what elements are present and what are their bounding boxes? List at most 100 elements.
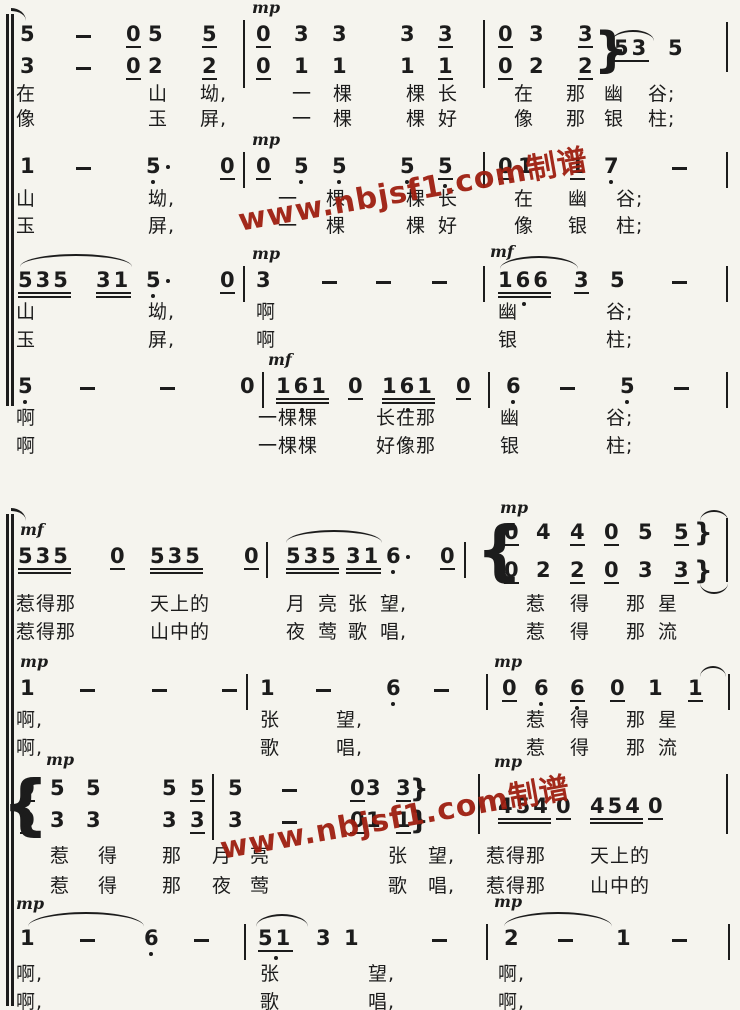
- dash-note: [672, 281, 687, 284]
- note-token: 0: [504, 558, 519, 584]
- dash-note: [160, 387, 175, 390]
- lyric-text: 银: [604, 108, 625, 130]
- note-token: 0: [220, 268, 235, 294]
- lyric-text: 莺: [318, 621, 339, 643]
- lyric-text: 那: [626, 737, 647, 759]
- lyric-text: 银: [500, 435, 521, 457]
- slur-tie: [28, 912, 144, 928]
- note-token: 535: [18, 546, 71, 574]
- lyric-text: 一棵棵: [258, 435, 319, 457]
- lyric-text: 得: [98, 845, 119, 867]
- lyric-text: 惹得那: [16, 593, 77, 615]
- note-token: 5: [294, 156, 309, 184]
- lyric-text: 啊,: [16, 991, 44, 1010]
- lyric-text: 唱,: [428, 875, 456, 897]
- note-token: 1: [616, 926, 631, 950]
- lyric-text: 柱;: [616, 215, 644, 237]
- lyric-text: 在: [514, 83, 535, 105]
- note-token: 1: [20, 926, 35, 950]
- dynamic-mark: mp: [494, 652, 523, 671]
- dynamic-mark: mp: [494, 752, 523, 771]
- dash-note: [80, 689, 95, 692]
- lyric-text: 屏,: [148, 215, 176, 237]
- note-token: 3: [674, 558, 689, 584]
- lyric-text: 像: [514, 215, 535, 237]
- lyric-text: 惹: [526, 593, 547, 615]
- note-token: 2: [570, 558, 585, 584]
- lyric-text: 棵: [406, 215, 427, 237]
- lyric-text: 啊,: [498, 991, 526, 1010]
- note-token: 3: [578, 22, 593, 48]
- barline: [728, 674, 730, 710]
- note-token: 51: [258, 928, 294, 960]
- note-token: 0: [240, 374, 255, 398]
- dash-note: [194, 939, 209, 942]
- note-token: 454: [590, 796, 643, 824]
- lyric-text: 谷;: [606, 301, 634, 323]
- dash-note: [674, 387, 689, 390]
- lyric-text: 得: [98, 875, 119, 897]
- note-token: 3: [20, 54, 35, 78]
- lyric-text: 山: [16, 301, 37, 323]
- note-token: 3: [438, 22, 453, 48]
- lyric-text: 得: [570, 593, 591, 615]
- lyric-text: 玉: [16, 215, 37, 237]
- note-token: 5: [86, 776, 101, 800]
- note-token: 0: [256, 54, 271, 80]
- lyric-text: 星: [658, 593, 679, 615]
- lyric-text: 张: [260, 963, 281, 985]
- lyric-text: 好: [438, 215, 459, 237]
- lyric-text: 在: [514, 188, 535, 210]
- barline: [243, 266, 245, 302]
- lyric-text: 夜: [286, 621, 307, 643]
- barline: [483, 266, 485, 302]
- barline: [483, 52, 485, 88]
- lyric-text: 坳,: [148, 301, 176, 323]
- slur-tie: [612, 30, 654, 42]
- lyric-text: 幽: [568, 188, 589, 210]
- lyric-text: 棵: [406, 188, 427, 210]
- note-token: 5: [228, 776, 243, 800]
- note-token: 3: [396, 776, 411, 802]
- lyric-text: 银: [568, 215, 589, 237]
- note-token: 0: [498, 22, 513, 48]
- lyric-text: 屏,: [148, 329, 176, 351]
- dash-note: [152, 689, 167, 692]
- barline: [243, 152, 245, 188]
- note-token: 6: [534, 678, 549, 706]
- barline: [726, 774, 728, 834]
- barline: [243, 52, 245, 88]
- note-token: 1: [688, 676, 703, 702]
- note-token: 5: [18, 376, 33, 404]
- lyric-text: 望,: [380, 593, 408, 615]
- note-token: 4: [570, 520, 585, 546]
- note-token: 1: [396, 808, 411, 834]
- lyric-text: 天上的: [590, 845, 651, 867]
- lyric-text: 惹: [50, 845, 71, 867]
- note-token: 7: [604, 156, 619, 184]
- lyric-text: 得: [570, 621, 591, 643]
- lyric-text: 张: [348, 593, 369, 615]
- dash-note: [432, 939, 447, 942]
- brace: }: [410, 806, 429, 836]
- note-token: 5: [50, 776, 65, 800]
- dash-note: [76, 67, 91, 70]
- lyric-text: 幽: [604, 83, 625, 105]
- dynamic-mark: mf: [490, 242, 514, 261]
- brace: }: [694, 556, 713, 586]
- dash-note: [282, 821, 297, 824]
- note-token: 1: [648, 676, 663, 700]
- note-token: 5: [668, 36, 683, 60]
- lyric-text: 啊,: [498, 963, 526, 985]
- lyric-text: 啊: [16, 435, 37, 457]
- note-token: 0: [498, 54, 513, 80]
- note-token: 6: [386, 678, 401, 706]
- note-token: 0: [126, 22, 141, 48]
- note-token: 0: [502, 676, 517, 702]
- note-token: 31: [346, 546, 382, 574]
- lyric-text: 流: [658, 737, 679, 759]
- note-token: 5: [162, 776, 177, 800]
- lyric-text: 月: [212, 845, 233, 867]
- lyric-text: 好: [438, 108, 459, 130]
- lyric-text: 幽: [498, 301, 519, 323]
